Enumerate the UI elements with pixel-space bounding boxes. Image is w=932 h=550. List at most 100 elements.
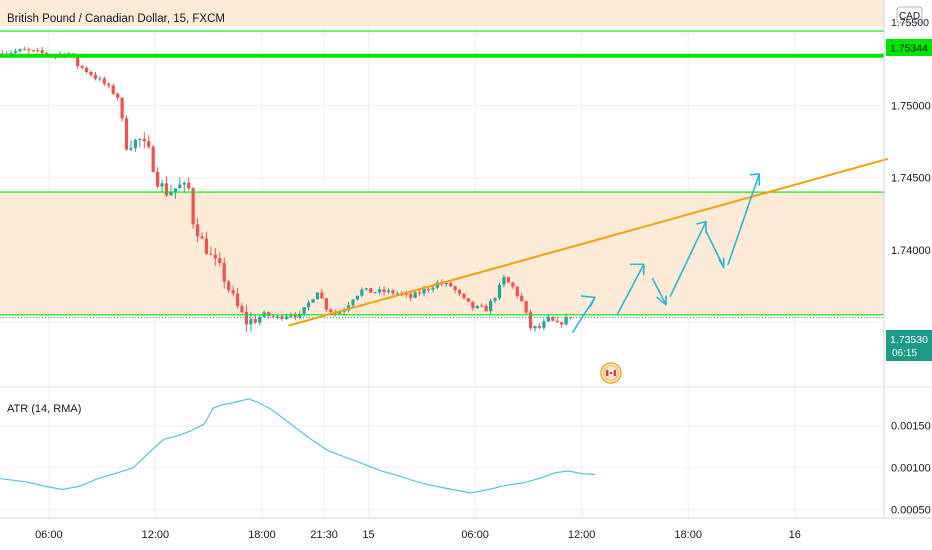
candle-body: [453, 286, 457, 291]
candle-body: [187, 182, 191, 189]
candle-body: [227, 281, 231, 291]
candle-body: [222, 263, 226, 282]
candle-body: [489, 300, 493, 312]
projection-segment: [580, 295, 596, 307]
projection-arrows[interactable]: [571, 173, 761, 333]
time-axis-ticks[interactable]: 06:00 12:00 18:00 21:30 15 06:00 12:00 18:00 16: [35, 529, 801, 541]
candle-body: [417, 292, 422, 294]
projection-segment: [656, 295, 667, 306]
candle-body: [497, 284, 502, 299]
chart-title: British Pound / Canadian Dollar, 15, FXC…: [7, 13, 225, 25]
candle-body: [89, 71, 93, 75]
time-tick-label: 12:00: [142, 529, 170, 541]
candle-body: [40, 50, 44, 53]
candle-body: [338, 311, 342, 314]
candle-body: [409, 293, 413, 298]
atr-tick-label: 0.00100: [891, 463, 931, 475]
level-price-tag: 1.75344: [886, 39, 932, 56]
candle-body: [116, 93, 120, 98]
projection-segment: [749, 173, 761, 186]
candle-body: [84, 67, 89, 72]
horizontal-levels[interactable]: [0, 30, 884, 316]
candle-body: [484, 306, 488, 312]
candle-body: [253, 318, 257, 323]
time-tick-label: 18:00: [674, 529, 702, 541]
candle-body: [231, 290, 235, 294]
candle-body: [147, 141, 151, 147]
candle-body: [444, 282, 448, 285]
candle-body: [138, 138, 142, 140]
last-price-tag-text: 1.73530: [890, 334, 928, 346]
currency-badge[interactable]: CAD: [896, 6, 923, 24]
candle-body: [426, 288, 431, 290]
candle-body: [173, 188, 177, 192]
projection-segment: [651, 277, 667, 306]
candle-body: [502, 277, 506, 285]
time-tick-label: 06:00: [461, 529, 489, 541]
candle-body: [111, 85, 115, 94]
projection-segment: [696, 220, 707, 234]
candle-body: [449, 282, 453, 287]
candle-body: [240, 306, 244, 313]
candle-body: [329, 309, 333, 312]
candle-body: [204, 238, 209, 254]
last-price-tag: 1.73530 06:15: [886, 330, 932, 361]
candle-body: [98, 78, 102, 80]
time-tick-label: 12:00: [568, 529, 596, 541]
time-tick-label: 15: [362, 529, 374, 541]
candle-body: [80, 65, 84, 68]
support-resistance-zones: [0, 0, 884, 315]
candle-body: [142, 138, 146, 142]
candle-body: [533, 326, 537, 329]
candle-body: [36, 50, 40, 52]
candle-body: [133, 139, 138, 149]
candle-body: [564, 317, 568, 325]
atr-label[interactable]: ATR (14, RMA): [7, 403, 81, 415]
candle-body: [480, 305, 484, 307]
candle-body: [413, 292, 417, 298]
candle-body: [386, 290, 391, 293]
projection-segment: [616, 263, 645, 316]
candle-body: [555, 320, 559, 323]
candle-body: [209, 253, 213, 255]
candle-body: [13, 51, 18, 53]
candle-body: [560, 322, 564, 325]
candle-body: [293, 314, 297, 318]
candle-body: [475, 305, 479, 309]
candle-body: [22, 49, 27, 51]
candle-body: [284, 316, 288, 319]
level-price-tag-text: 1.75344: [890, 43, 928, 55]
candle-body: [164, 183, 169, 196]
atr-line: [0, 398, 595, 494]
candle-body: [315, 292, 320, 300]
candle-body: [537, 326, 542, 328]
candle-body: [506, 277, 510, 283]
candle-body: [511, 282, 515, 287]
candle-body: [373, 292, 377, 294]
candle-body: [360, 289, 364, 296]
candle-body: [191, 188, 195, 225]
price-axis-ticks[interactable]: 1.75000 1.74500 1.74000: [891, 100, 931, 256]
candle-body: [493, 298, 497, 301]
candle-body: [311, 299, 315, 303]
candle-body: [355, 295, 360, 300]
trend-line[interactable]: [288, 157, 889, 327]
candle-body: [546, 316, 550, 322]
candle-body: [404, 293, 408, 295]
candle-body: [378, 289, 382, 293]
atr-tick-label: 0.00150: [891, 421, 931, 433]
candle-body: [324, 298, 328, 310]
candle-body: [169, 191, 173, 196]
atr-axis-ticks: 0.00150 0.00100 0.00050: [891, 421, 931, 517]
canada-event-icon[interactable]: [600, 362, 622, 384]
candle-body: [462, 293, 466, 299]
candle-body: [151, 146, 155, 173]
price-zone: [0, 192, 884, 315]
candle-body: [27, 49, 31, 51]
price-tick-label: 1.74500: [891, 173, 931, 185]
candle-body: [200, 236, 204, 239]
candle-body: [213, 254, 217, 259]
time-tick-label: 06:00: [35, 529, 63, 541]
candle-body: [267, 312, 271, 317]
